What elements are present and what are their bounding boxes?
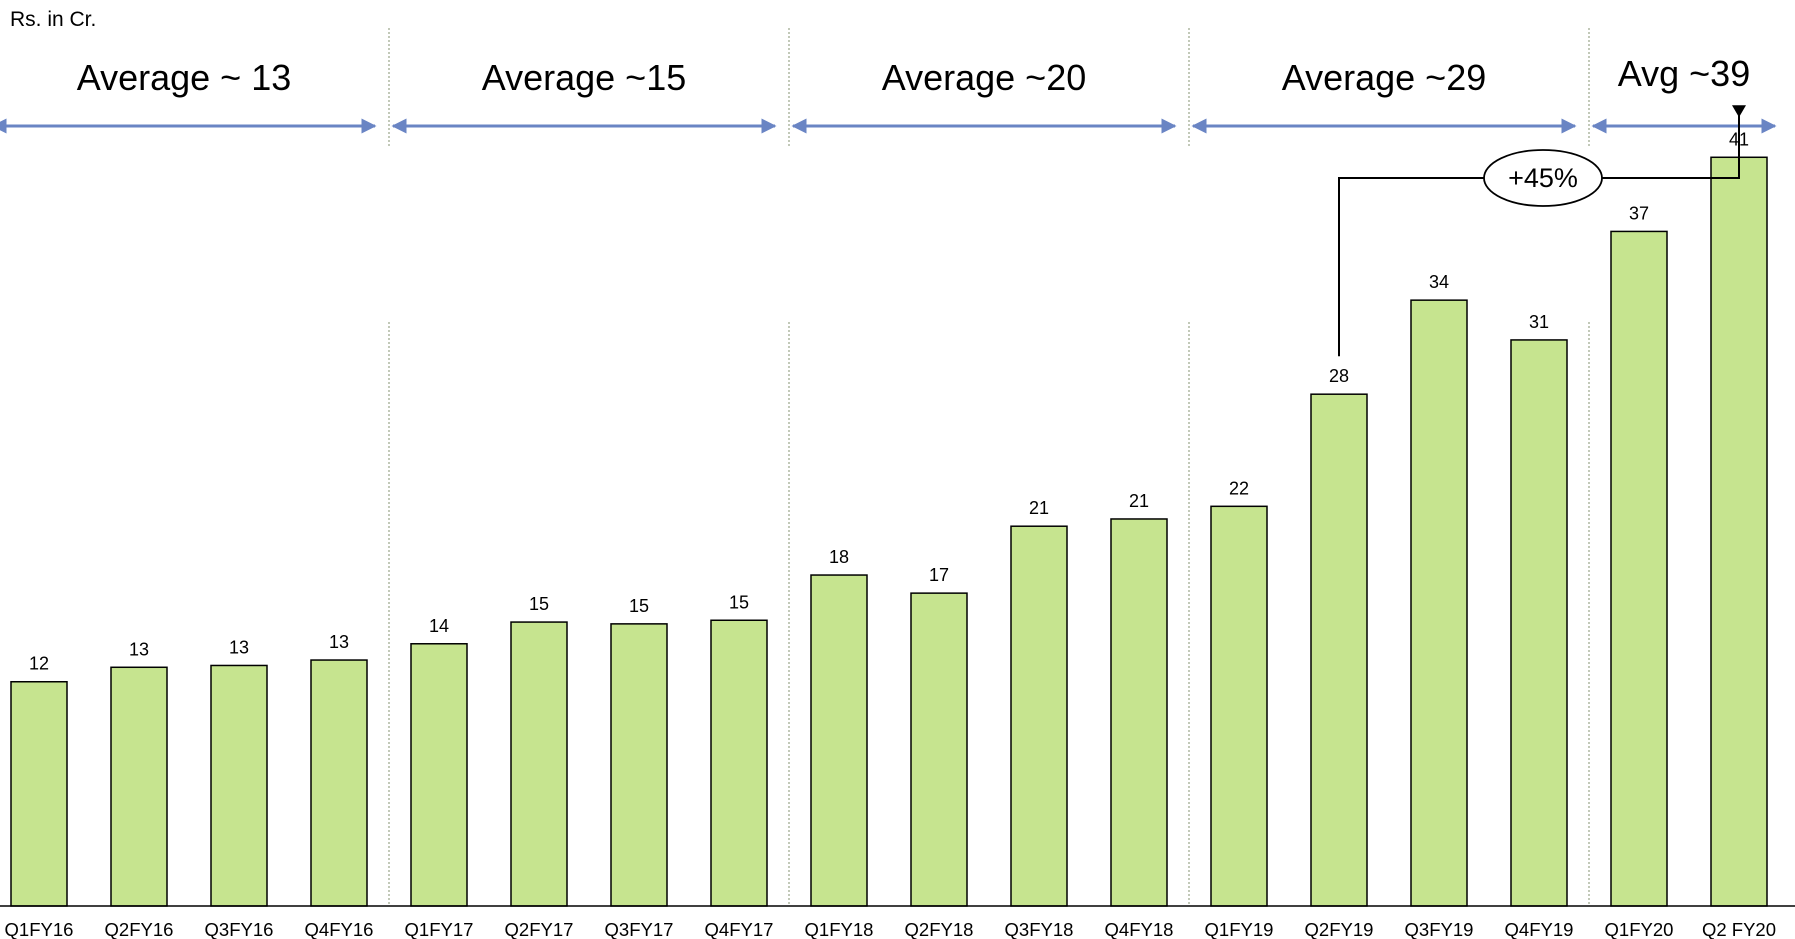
value-label: 17 <box>929 565 949 585</box>
bar-q2fy18 <box>910 592 968 907</box>
x-tick-label: Q2FY17 <box>505 919 574 939</box>
bar-q1fy19 <box>1210 505 1268 907</box>
value-label: 15 <box>729 592 749 612</box>
value-label: 28 <box>1329 366 1349 386</box>
x-tick-label: Q1FY20 <box>1605 919 1674 939</box>
x-tick-label: Q1FY16 <box>5 919 74 939</box>
value-label: 21 <box>1029 498 1049 518</box>
bar-q1fy18 <box>810 574 868 907</box>
x-tick-label: Q2FY16 <box>105 919 174 939</box>
bar-q3fy18 <box>1010 525 1068 907</box>
bar-q2fy19 <box>1310 393 1368 907</box>
bar-q1fy17 <box>410 643 468 907</box>
bar-q3fy16 <box>210 664 268 907</box>
bar-q4fy17 <box>710 619 768 907</box>
bars <box>10 156 1768 907</box>
value-label: 13 <box>329 632 349 652</box>
x-tick-label: Q4FY18 <box>1105 919 1174 939</box>
x-tick-label: Q3FY19 <box>1405 919 1474 939</box>
value-label: 34 <box>1429 272 1449 292</box>
bar-q2fy16 <box>110 666 168 907</box>
value-label: 37 <box>1629 203 1649 223</box>
x-tick-label: Q2FY19 <box>1305 919 1374 939</box>
value-label: 22 <box>1229 478 1249 498</box>
x-tick-labels: Q1FY16 Q2FY16 Q3FY16 Q4FY16 Q1FY17 Q2FY17 Q3FY… <box>5 919 1776 939</box>
value-label: 21 <box>1129 491 1149 511</box>
period-average-label: Avg ~39 <box>1618 53 1750 94</box>
x-tick-label: Q4FY17 <box>705 919 774 939</box>
period-separators <box>388 28 1590 906</box>
growth-arrowhead <box>1732 105 1746 118</box>
bar-q4fy16 <box>310 659 368 907</box>
bar-q2fy17 <box>510 621 568 907</box>
value-label: 13 <box>229 637 249 657</box>
growth-label: +45% <box>1508 163 1578 193</box>
value-label: 15 <box>529 594 549 614</box>
x-tick-label: Q4FY16 <box>305 919 374 939</box>
unit-label: Rs. in Cr. <box>10 8 96 31</box>
x-tick-label: Q2FY18 <box>905 919 974 939</box>
bar-q3fy19 <box>1410 299 1468 907</box>
period-average-label: Average ~15 <box>482 57 687 98</box>
period-average-label: Average ~ 13 <box>77 57 292 98</box>
period-average-label: Average ~29 <box>1282 57 1487 98</box>
x-tick-label: Q3FY17 <box>605 919 674 939</box>
bar-q3fy17 <box>610 623 668 907</box>
bar-q1fy20 <box>1610 230 1668 907</box>
value-label: 12 <box>29 654 49 674</box>
x-tick-label: Q4FY19 <box>1505 919 1574 939</box>
x-tick-label: Q1FY19 <box>1205 919 1274 939</box>
bar-q4fy19 <box>1510 339 1568 907</box>
x-tick-label: Q1FY17 <box>405 919 474 939</box>
x-tick-label: Q3FY16 <box>205 919 274 939</box>
bar-q1fy16 <box>10 680 68 907</box>
bar-q2fy20 <box>1710 156 1768 907</box>
x-tick-label: Q3FY18 <box>1005 919 1074 939</box>
value-label: 31 <box>1529 312 1549 332</box>
period-averages: Average ~ 13 Average ~15 Average ~20 Averag… <box>0 53 1777 134</box>
value-label: 18 <box>829 547 849 567</box>
period-average-label: Average ~20 <box>882 57 1087 98</box>
bar-q4fy18 <box>1110 518 1168 907</box>
value-label: 14 <box>429 616 449 636</box>
value-label: 15 <box>629 596 649 616</box>
x-tick-label: Q1FY18 <box>805 919 874 939</box>
growth-ellipse <box>1483 149 1603 207</box>
x-tick-label: Q2 FY20 <box>1702 919 1776 939</box>
growth-annotation: +45% <box>1338 105 1746 357</box>
value-label: 13 <box>129 639 149 659</box>
